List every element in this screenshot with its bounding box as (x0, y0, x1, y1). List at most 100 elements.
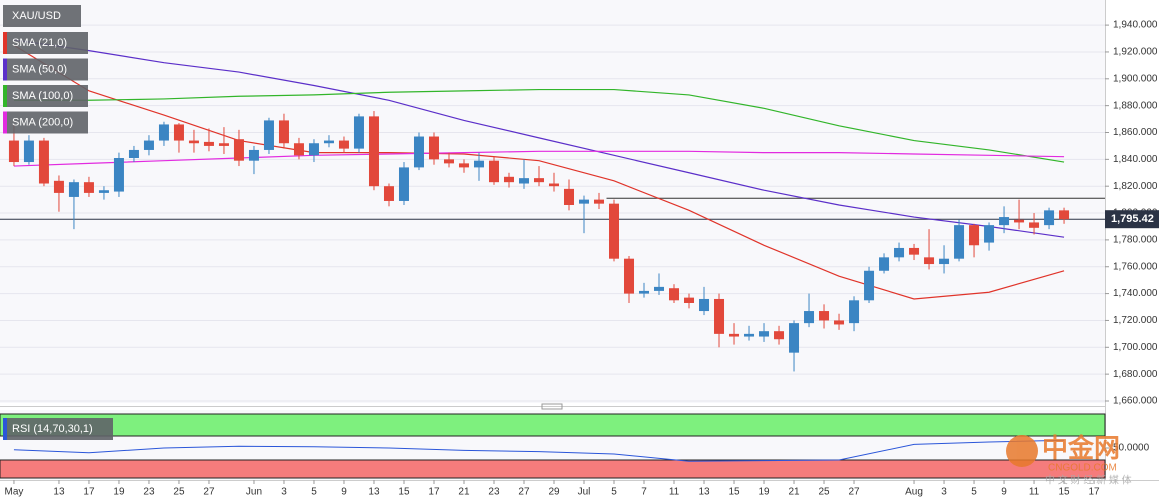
legend-entry[interactable]: SMA (21,0) (12, 37, 67, 49)
candle-body (188, 140, 199, 144)
symbol-label-box[interactable] (3, 5, 81, 27)
candle-body (413, 136, 424, 168)
candle-body (1059, 210, 1070, 220)
price-badge (1105, 210, 1159, 229)
candle-body (669, 288, 680, 301)
y-tick-label: 1,900.000 (1113, 73, 1158, 84)
legend: XAU/USD SMA (21,0) SMA (50,0) SMA (100,0) SM… (3, 5, 113, 440)
x-tick-label: 25 (173, 487, 185, 498)
candle-body (1014, 219, 1025, 223)
legend-entry-box[interactable] (3, 58, 88, 81)
candle-body (609, 203, 620, 259)
rsi-label[interactable]: RSI (14,70,30,1) (12, 423, 93, 435)
x-tick-label: 15 (398, 487, 410, 498)
rsi-label-box[interactable] (3, 418, 113, 440)
y-tick-label: 1,820.000 (1113, 181, 1158, 192)
candle-body (879, 257, 890, 271)
sma-line (13, 150, 1065, 167)
candle-body (68, 182, 79, 197)
candle-body (954, 225, 965, 259)
x-tick-label: 3 (941, 487, 947, 498)
legend-entry-swatch (3, 58, 7, 81)
legend-entry[interactable]: SMA (50,0) (12, 63, 67, 75)
x-tick-label: 11 (1029, 487, 1040, 498)
x-tick-label: 5 (971, 487, 977, 498)
legend-entry[interactable]: SMA (100,0) (12, 90, 73, 102)
candle-body (699, 298, 710, 312)
legend-entry-swatch (3, 85, 7, 107)
legend-entry[interactable]: SMA (200,0) (12, 116, 73, 128)
symbol-label[interactable]: XAU/USD (12, 10, 61, 22)
candle-body (714, 298, 725, 334)
candle-body (969, 225, 980, 246)
rsi-label-swatch (3, 418, 7, 440)
x-tick-label: 9 (341, 487, 347, 498)
y-tick-label: 1,940.000 (1113, 20, 1158, 31)
y-tick-label: 1,840.000 (1113, 154, 1158, 165)
candle-body (503, 176, 514, 183)
legend-entry-box[interactable] (3, 85, 88, 107)
candle-body (353, 116, 364, 149)
y-tick-label: 1,680.000 (1113, 369, 1158, 380)
watermark-logo: 中金网 (1042, 433, 1120, 463)
x-tick-label: 11 (669, 487, 680, 498)
candle-body (564, 188, 575, 205)
x-tick-label: Jul (578, 487, 591, 498)
candle-body (654, 286, 665, 291)
candle-body (549, 183, 560, 187)
resize-handle[interactable] (541, 403, 563, 410)
candle-body (263, 120, 274, 150)
x-tick-label: May (4, 487, 23, 498)
rsi-tick-label: 50.0000 (1113, 443, 1150, 454)
x-tick-label: 15 (728, 487, 740, 498)
candle-body (218, 143, 229, 146)
candle-body (849, 300, 860, 324)
legend-entry-box[interactable] (3, 32, 88, 54)
candle-body (383, 186, 394, 201)
candle-body (458, 163, 469, 168)
candle-body (909, 247, 920, 255)
x-tick-label: 29 (548, 487, 560, 498)
sma-line (13, 39, 1065, 238)
candle-body (323, 140, 334, 144)
candle-body (248, 149, 259, 161)
candle-body (924, 257, 935, 265)
main-pane (0, 0, 1105, 403)
candle-body (533, 178, 544, 183)
candle-body (8, 140, 19, 163)
candle-body (128, 149, 139, 159)
candle-body (308, 143, 319, 156)
candle-body (834, 320, 845, 325)
candle-body (428, 136, 439, 160)
watermark-icon (1006, 435, 1038, 467)
rsi-oversold-band (0, 459, 1106, 479)
legend-entry-box[interactable] (3, 111, 88, 134)
candle-body (804, 311, 815, 324)
candle-body (744, 333, 755, 337)
x-tick-label: 13 (368, 487, 380, 498)
x-tick-label: 3 (281, 487, 287, 498)
candle-body (173, 124, 184, 141)
y-tick-label: 1,740.000 (1113, 288, 1158, 299)
candle-body (894, 247, 905, 258)
candle-body (98, 190, 109, 193)
candle-body (233, 139, 244, 161)
y-tick-label: 1,720.000 (1113, 315, 1158, 326)
candle-body (293, 143, 304, 156)
candle-body (443, 159, 454, 164)
candle-body (759, 331, 770, 337)
x-tick-label: 13 (698, 487, 710, 498)
grid: 1,660.000 1,680.000 1,700.000 1,720.000 1,74… (0, 20, 1158, 498)
candle-body (864, 270, 875, 301)
candle-body (639, 290, 650, 294)
candle-body (819, 311, 830, 321)
x-tick-label: 17 (1088, 487, 1100, 498)
candle-body (113, 158, 124, 192)
x-tick-label: 27 (203, 487, 215, 498)
candle-body (774, 331, 785, 340)
x-tick-label: 7 (641, 487, 647, 498)
watermark-site: CNGOLD.COM (1048, 463, 1117, 474)
x-tick-label: 19 (113, 487, 125, 498)
candle-body (203, 141, 214, 146)
rsi-overbought-band (0, 413, 1106, 437)
